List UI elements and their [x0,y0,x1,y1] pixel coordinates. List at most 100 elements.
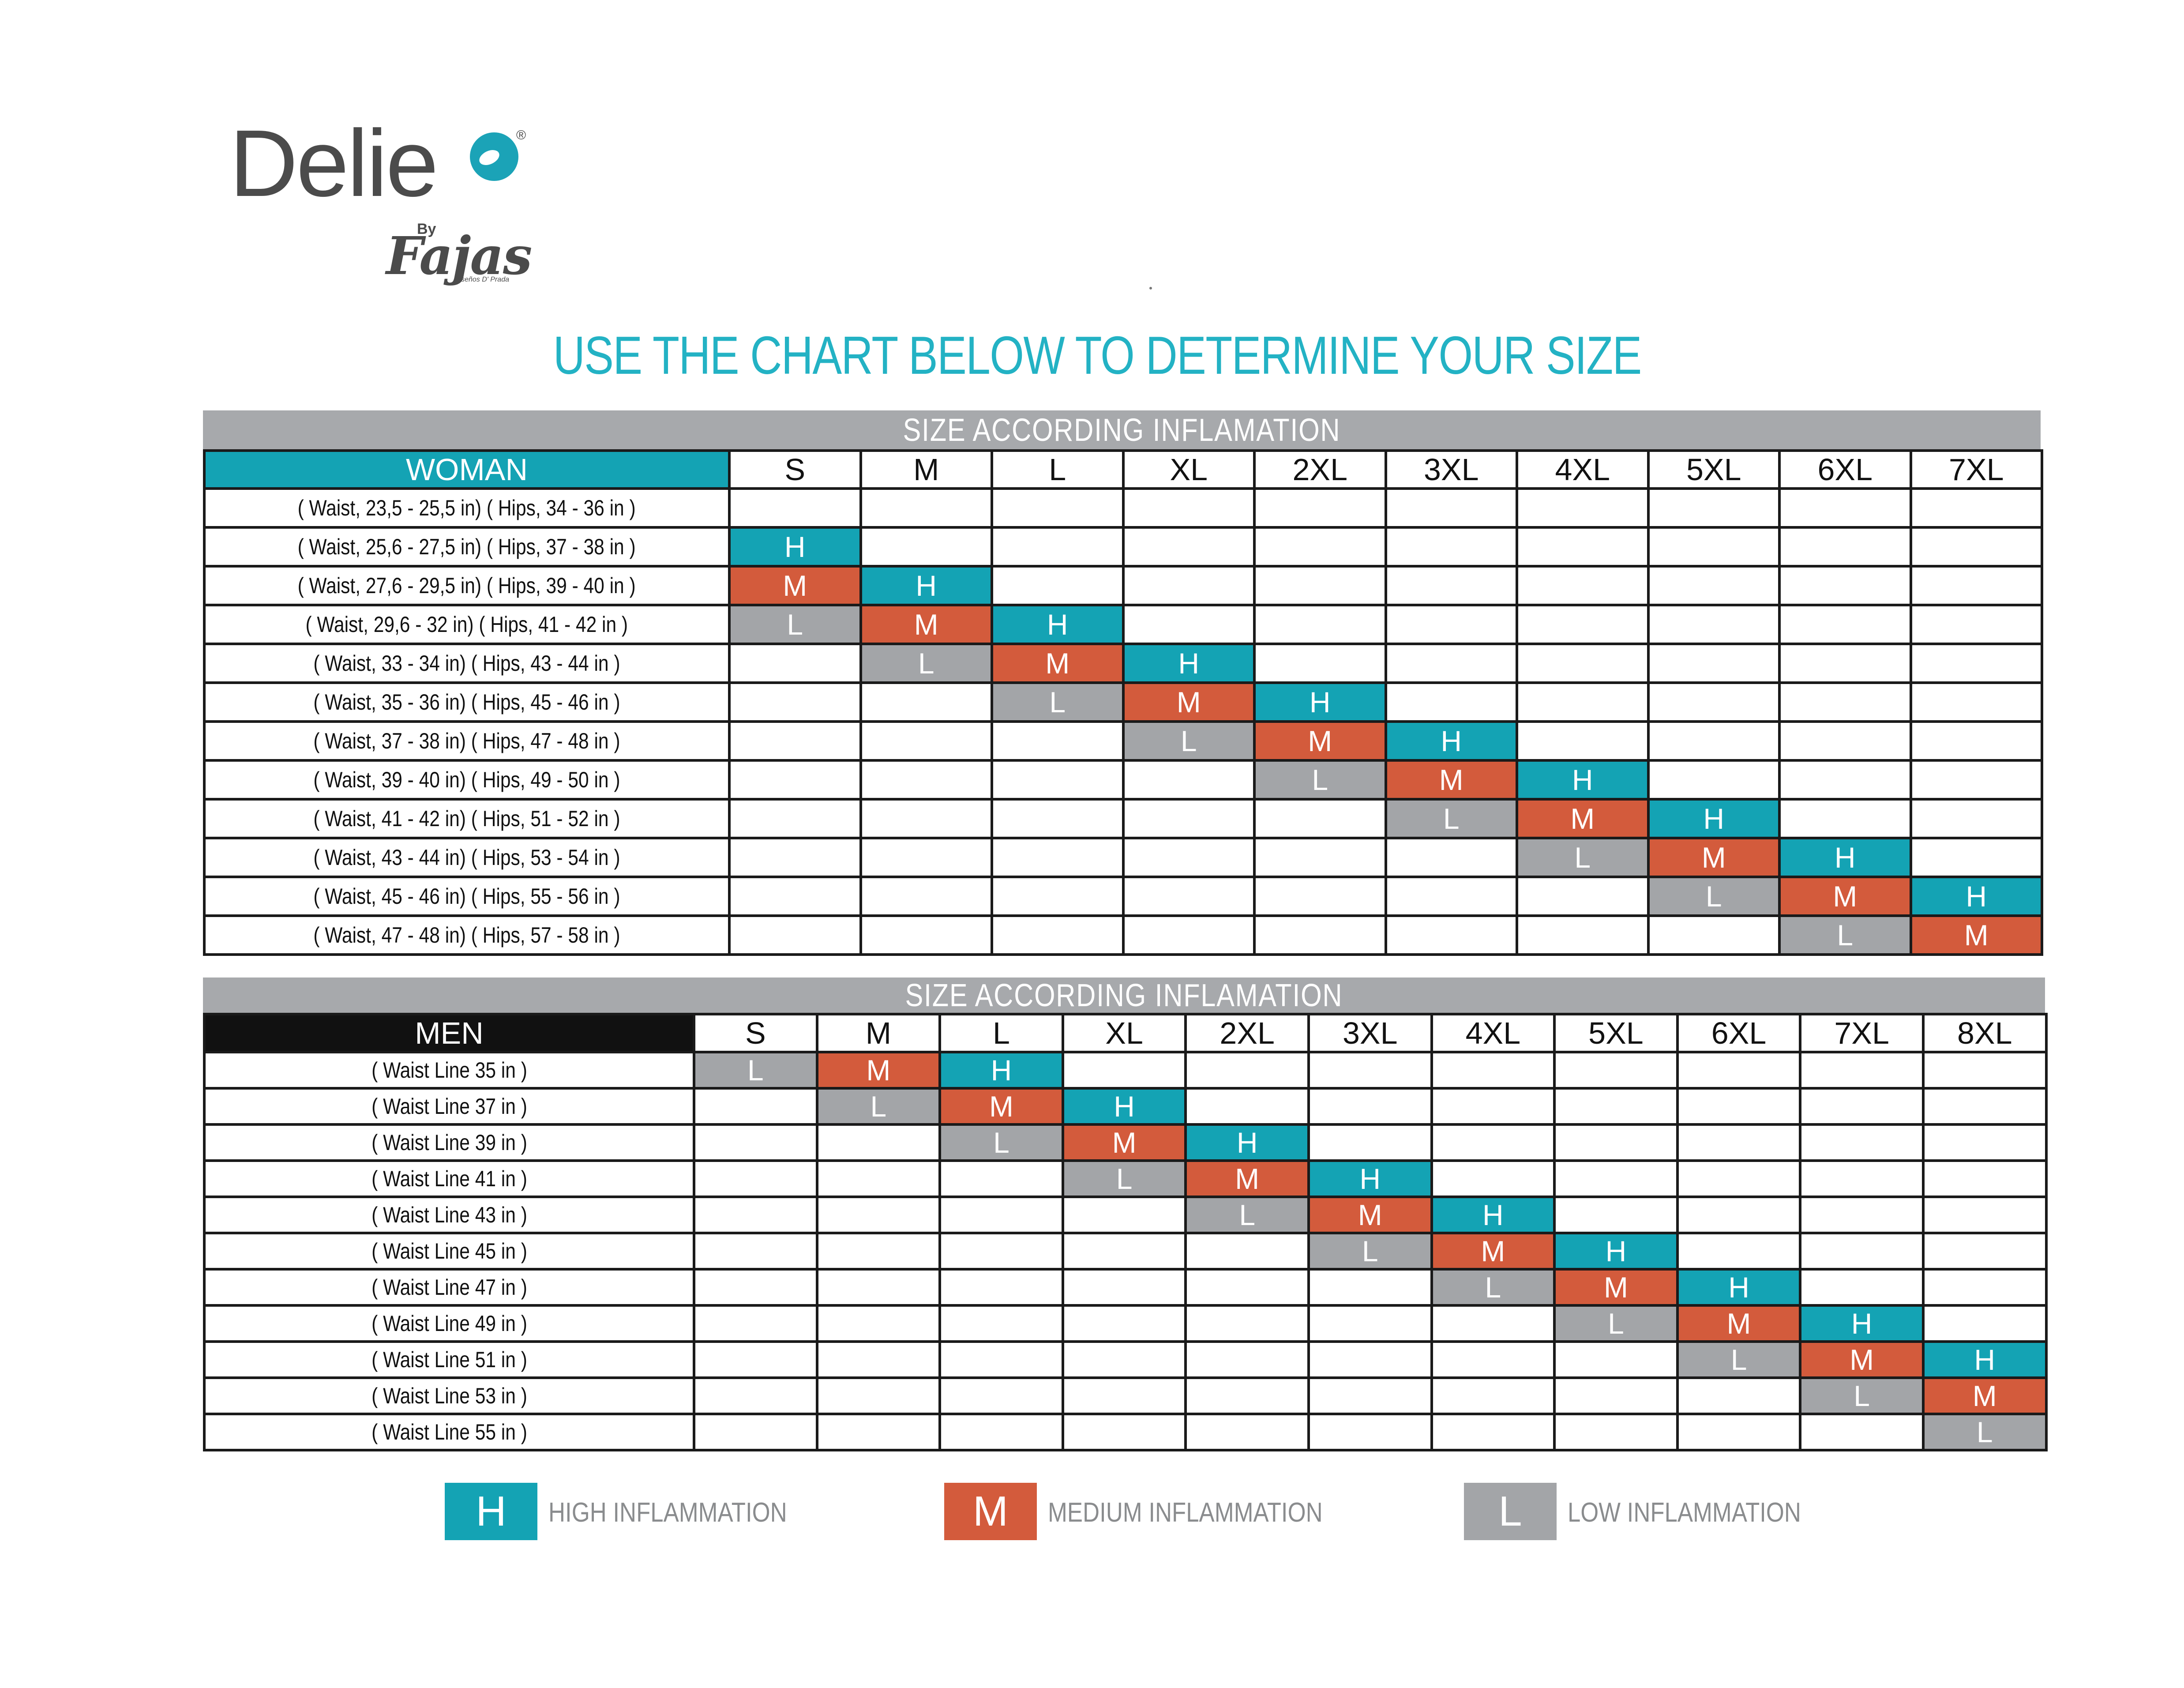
empty-cell [1430,1304,1556,1343]
legend-high: H HIGH INFLAMMATION [445,1483,842,1540]
empty-cell [1799,1123,1925,1162]
woman-measurement-label: ( Waist, 35 - 36 in) ( Hips, 45 - 46 in … [203,681,731,723]
woman-measurement-label: ( Waist, 29,6 - 32 in) ( Hips, 41 - 42 i… [203,604,731,645]
men-size-header: M [815,1013,942,1053]
inflammation-cell-m: M [938,1087,1064,1126]
empty-cell [1516,604,1650,645]
woman-size-header: XL [1122,449,1256,490]
woman-measurement-label: ( Waist, 25,6 - 27,5 in) ( Hips, 37 - 38… [203,526,731,568]
table-row: ( Waist, 27,6 - 29,5 in) ( Hips, 39 - 40… [203,565,2043,606]
legend-low-swatch: L [1464,1483,1557,1540]
empty-cell [1184,1087,1310,1126]
inflammation-cell-h: H [1061,1087,1187,1126]
inflammation-cell-l: L [1799,1376,1925,1415]
empty-cell [1778,526,1912,568]
empty-cell [1676,1196,1802,1234]
men-measurement-label: ( Waist Line 35 in ) [203,1051,695,1090]
empty-cell [1307,1413,1433,1451]
woman-measurement-label: ( Waist, 41 - 42 in) ( Hips, 51 - 52 in … [203,798,731,839]
empty-cell [1909,526,2043,568]
empty-cell [728,914,862,956]
empty-cell [1553,1087,1679,1126]
men-size-header: 3XL [1307,1013,1433,1053]
empty-cell [1430,1340,1556,1379]
inflammation-cell-h: H [1553,1232,1679,1271]
empty-cell [815,1376,942,1415]
inflammation-cell-h: H [1307,1159,1433,1198]
inflammation-cell-m: M [1430,1232,1556,1271]
inflammation-cell-h: H [859,565,993,606]
inflammation-cell-l: L [1307,1232,1433,1271]
empty-cell [1122,759,1256,801]
empty-cell [1384,604,1518,645]
empty-cell [1253,643,1387,684]
empty-cell [1778,487,1912,529]
legend-high-swatch: H [445,1483,537,1540]
empty-cell [859,914,993,956]
empty-cell [1516,720,1650,762]
inflammation-cell-l: L [859,643,993,684]
empty-cell [1921,1051,2048,1090]
inflammation-cell-m: M [1516,798,1650,839]
empty-cell [938,1268,1064,1307]
inflammation-cell-l: L [1516,837,1650,878]
inflammation-cell-h: H [1184,1123,1310,1162]
empty-cell [815,1304,942,1343]
men-measurement-label: ( Waist Line 51 in ) [203,1340,695,1379]
men-size-chart: SIZE ACCORDING INFLAMATION MEN S M L XL 2XL 3X… [203,977,2048,1463]
empty-cell [1799,1159,1925,1198]
empty-cell [1122,526,1256,568]
inflammation-cell-m: M [1061,1123,1187,1162]
empty-cell [859,681,993,723]
empty-cell [859,876,993,917]
inflammation-cell-l: L [1061,1159,1187,1198]
woman-size-header: 3XL [1384,449,1518,490]
table-row: ( Waist, 41 - 42 in) ( Hips, 51 - 52 in … [203,798,2043,839]
empty-cell [938,1340,1064,1379]
empty-cell [1909,798,2043,839]
inflammation-cell-m: M [1909,914,2043,956]
empty-cell [1799,1232,1925,1271]
empty-cell [1778,604,1912,645]
men-size-table: MEN S M L XL 2XL 3XL 4XL 5XL 6XL 7XL 8XL( Waist Lin… [203,1013,2048,1451]
empty-cell [693,1232,818,1271]
empty-cell [1184,1232,1310,1271]
empty-cell [728,487,862,529]
inflammation-cell-m: M [1384,759,1518,801]
empty-cell [1384,914,1518,956]
men-size-header: XL [1061,1013,1187,1053]
table-row: ( Waist Line 51 in ) L M H [203,1340,2048,1379]
men-measurement-label: ( Waist Line 45 in ) [203,1232,695,1271]
woman-measurement-label: ( Waist, 23,5 - 25,5 in) ( Hips, 34 - 36… [203,487,731,529]
empty-cell [1253,876,1387,917]
table-row: ( Waist Line 39 in ) L M H [203,1123,2048,1162]
inflammation-cell-m: M [728,565,862,606]
empty-cell [1553,1196,1679,1234]
empty-cell [1516,643,1650,684]
empty-cell [1921,1159,2048,1198]
brand-by: By [417,221,436,237]
men-size-header: 8XL [1921,1013,2048,1053]
empty-cell [1647,914,1781,956]
empty-cell [1921,1196,2048,1234]
inflammation-cell-h: H [1122,643,1256,684]
woman-measurement-label: ( Waist, 37 - 38 in) ( Hips, 47 - 48 in … [203,720,731,762]
empty-cell [1253,526,1387,568]
woman-measurement-label: ( Waist, 33 - 34 in) ( Hips, 43 - 44 in … [203,643,731,684]
table-row: ( Waist, 35 - 36 in) ( Hips, 45 - 46 in … [203,681,2043,723]
empty-cell [815,1123,942,1162]
empty-cell [859,487,993,529]
men-size-header: 6XL [1676,1013,1802,1053]
woman-size-header: M [859,449,993,490]
empty-cell [815,1413,942,1451]
empty-cell [1061,1232,1187,1271]
men-measurement-label: ( Waist Line 43 in ) [203,1196,695,1234]
empty-cell [1909,643,2043,684]
legend-medium-label: MEDIUM INFLAMMATION [1048,1497,1323,1528]
empty-cell [1307,1376,1433,1415]
inflammation-cell-l: L [693,1051,818,1090]
men-size-header: 7XL [1799,1013,1925,1053]
woman-size-table: WOMAN S M L XL 2XL 3XL 4XL 5XL 6XL 7XL( Waist, 23,… [203,449,2043,956]
inflammation-cell-l: L [1430,1268,1556,1307]
empty-cell [1799,1268,1925,1307]
